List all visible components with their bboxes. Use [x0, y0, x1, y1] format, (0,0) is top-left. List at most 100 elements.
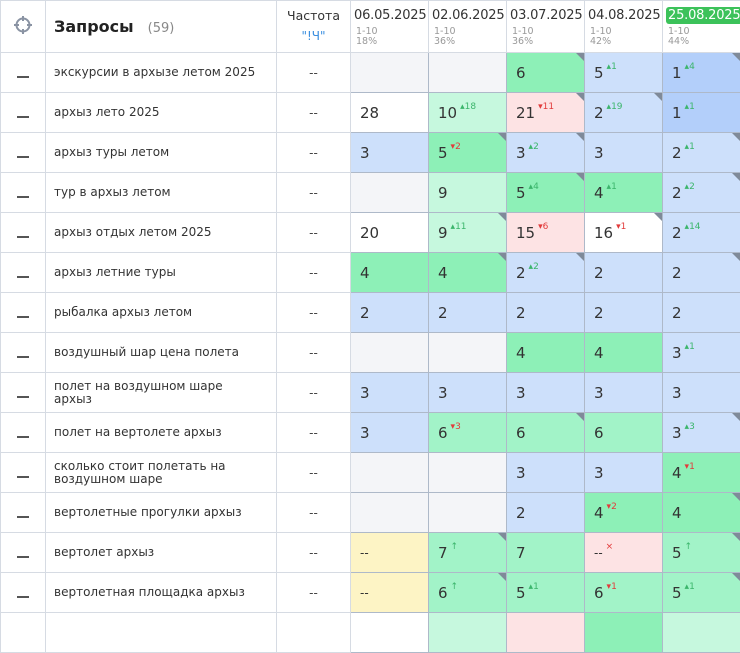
position-cell[interactable]: 3: [351, 373, 429, 413]
position-cell[interactable]: [351, 53, 429, 93]
position-cell[interactable]: 3: [351, 133, 429, 173]
position-cell[interactable]: --: [351, 533, 429, 573]
minus-icon[interactable]: [17, 476, 29, 478]
minus-icon[interactable]: [17, 116, 29, 118]
minus-icon[interactable]: [17, 556, 29, 558]
row-toggle[interactable]: [1, 453, 46, 493]
position-cell[interactable]: 21▾11: [507, 93, 585, 133]
position-cell[interactable]: 3▴3: [663, 413, 740, 453]
position-cell[interactable]: --×: [585, 533, 663, 573]
position-cell[interactable]: 5▴4: [507, 173, 585, 213]
query-cell[interactable]: архыз туры летом: [46, 133, 277, 173]
position-cell[interactable]: 15▾6: [507, 213, 585, 253]
position-cell[interactable]: [429, 493, 507, 533]
target-column[interactable]: [1, 1, 46, 53]
query-cell[interactable]: воздушный шар цена полета: [46, 333, 277, 373]
position-cell[interactable]: 6▾3: [429, 413, 507, 453]
position-cell[interactable]: 5▾2: [429, 133, 507, 173]
position-cell[interactable]: 7↑: [429, 533, 507, 573]
position-cell[interactable]: 7: [507, 533, 585, 573]
position-cell[interactable]: 9: [429, 173, 507, 213]
row-toggle[interactable]: [1, 493, 46, 533]
query-cell[interactable]: экскурсии в архызе летом 2025: [46, 53, 277, 93]
row-toggle[interactable]: [1, 53, 46, 93]
position-cell[interactable]: [429, 613, 507, 653]
position-cell[interactable]: [429, 53, 507, 93]
position-cell[interactable]: 4: [429, 253, 507, 293]
position-cell[interactable]: [429, 333, 507, 373]
row-toggle[interactable]: [1, 573, 46, 613]
position-cell[interactable]: 2▴2: [507, 253, 585, 293]
position-cell[interactable]: 2: [585, 293, 663, 333]
query-cell[interactable]: вертолетная площадка архыз: [46, 573, 277, 613]
position-cell[interactable]: 4▴1: [585, 173, 663, 213]
position-cell[interactable]: 3: [507, 373, 585, 413]
position-cell[interactable]: 1▴4: [663, 53, 740, 93]
position-cell[interactable]: 2▴1: [663, 133, 740, 173]
row-toggle[interactable]: [1, 373, 46, 413]
minus-icon[interactable]: [17, 196, 29, 198]
position-cell[interactable]: [351, 613, 429, 653]
minus-icon[interactable]: [17, 276, 29, 278]
position-cell[interactable]: 3: [663, 373, 740, 413]
position-cell[interactable]: 3: [585, 133, 663, 173]
query-cell[interactable]: сколько стоит полетать на воздушном шаре: [46, 453, 277, 493]
position-cell[interactable]: 2: [585, 253, 663, 293]
position-cell[interactable]: 6: [507, 53, 585, 93]
frequency-type-link[interactable]: "!Ч": [277, 29, 350, 43]
position-cell[interactable]: 9▴11: [429, 213, 507, 253]
row-toggle[interactable]: [1, 173, 46, 213]
row-toggle[interactable]: [1, 253, 46, 293]
minus-icon[interactable]: [17, 76, 29, 78]
position-cell[interactable]: 4: [507, 333, 585, 373]
row-toggle[interactable]: [1, 413, 46, 453]
position-cell[interactable]: 3: [351, 413, 429, 453]
position-cell[interactable]: 4▾1: [663, 453, 740, 493]
position-cell[interactable]: [507, 613, 585, 653]
position-cell[interactable]: 2▴19: [585, 93, 663, 133]
minus-icon[interactable]: [17, 396, 29, 398]
position-cell[interactable]: 2▴2: [663, 173, 740, 213]
position-cell[interactable]: 3: [585, 453, 663, 493]
position-cell[interactable]: [351, 333, 429, 373]
position-cell[interactable]: 3: [429, 373, 507, 413]
position-cell[interactable]: 3▴2: [507, 133, 585, 173]
row-toggle[interactable]: [1, 213, 46, 253]
position-cell[interactable]: 6: [507, 413, 585, 453]
position-cell[interactable]: [429, 453, 507, 493]
position-cell[interactable]: 6↑: [429, 573, 507, 613]
query-cell[interactable]: вертолетные прогулки архыз: [46, 493, 277, 533]
position-cell[interactable]: 3: [507, 453, 585, 493]
position-cell[interactable]: 1▴1: [663, 93, 740, 133]
row-toggle[interactable]: [1, 333, 46, 373]
query-cell[interactable]: рыбалка архыз летом: [46, 293, 277, 333]
position-cell[interactable]: 6: [585, 413, 663, 453]
minus-icon[interactable]: [17, 436, 29, 438]
position-cell[interactable]: 28: [351, 93, 429, 133]
row-toggle[interactable]: [1, 533, 46, 573]
crosshair-icon[interactable]: [13, 15, 33, 35]
position-cell[interactable]: [663, 613, 740, 653]
position-cell[interactable]: 16▾1: [585, 213, 663, 253]
row-toggle[interactable]: [1, 133, 46, 173]
position-cell[interactable]: 5▴1: [507, 573, 585, 613]
position-cell[interactable]: 2▴14: [663, 213, 740, 253]
query-cell[interactable]: вертолет архыз: [46, 533, 277, 573]
query-cell[interactable]: [46, 613, 277, 653]
query-cell[interactable]: архыз летние туры: [46, 253, 277, 293]
query-cell[interactable]: архыз отдых летом 2025: [46, 213, 277, 253]
minus-icon[interactable]: [17, 236, 29, 238]
position-cell[interactable]: 2: [663, 253, 740, 293]
minus-icon[interactable]: [17, 316, 29, 318]
position-cell[interactable]: 4▾2: [585, 493, 663, 533]
row-toggle[interactable]: [1, 93, 46, 133]
position-cell[interactable]: 20: [351, 213, 429, 253]
query-cell[interactable]: полет на воздушном шаре архыз: [46, 373, 277, 413]
position-cell[interactable]: [351, 173, 429, 213]
frequency-header[interactable]: Частота"!Ч": [277, 1, 351, 53]
position-cell[interactable]: 4: [663, 493, 740, 533]
